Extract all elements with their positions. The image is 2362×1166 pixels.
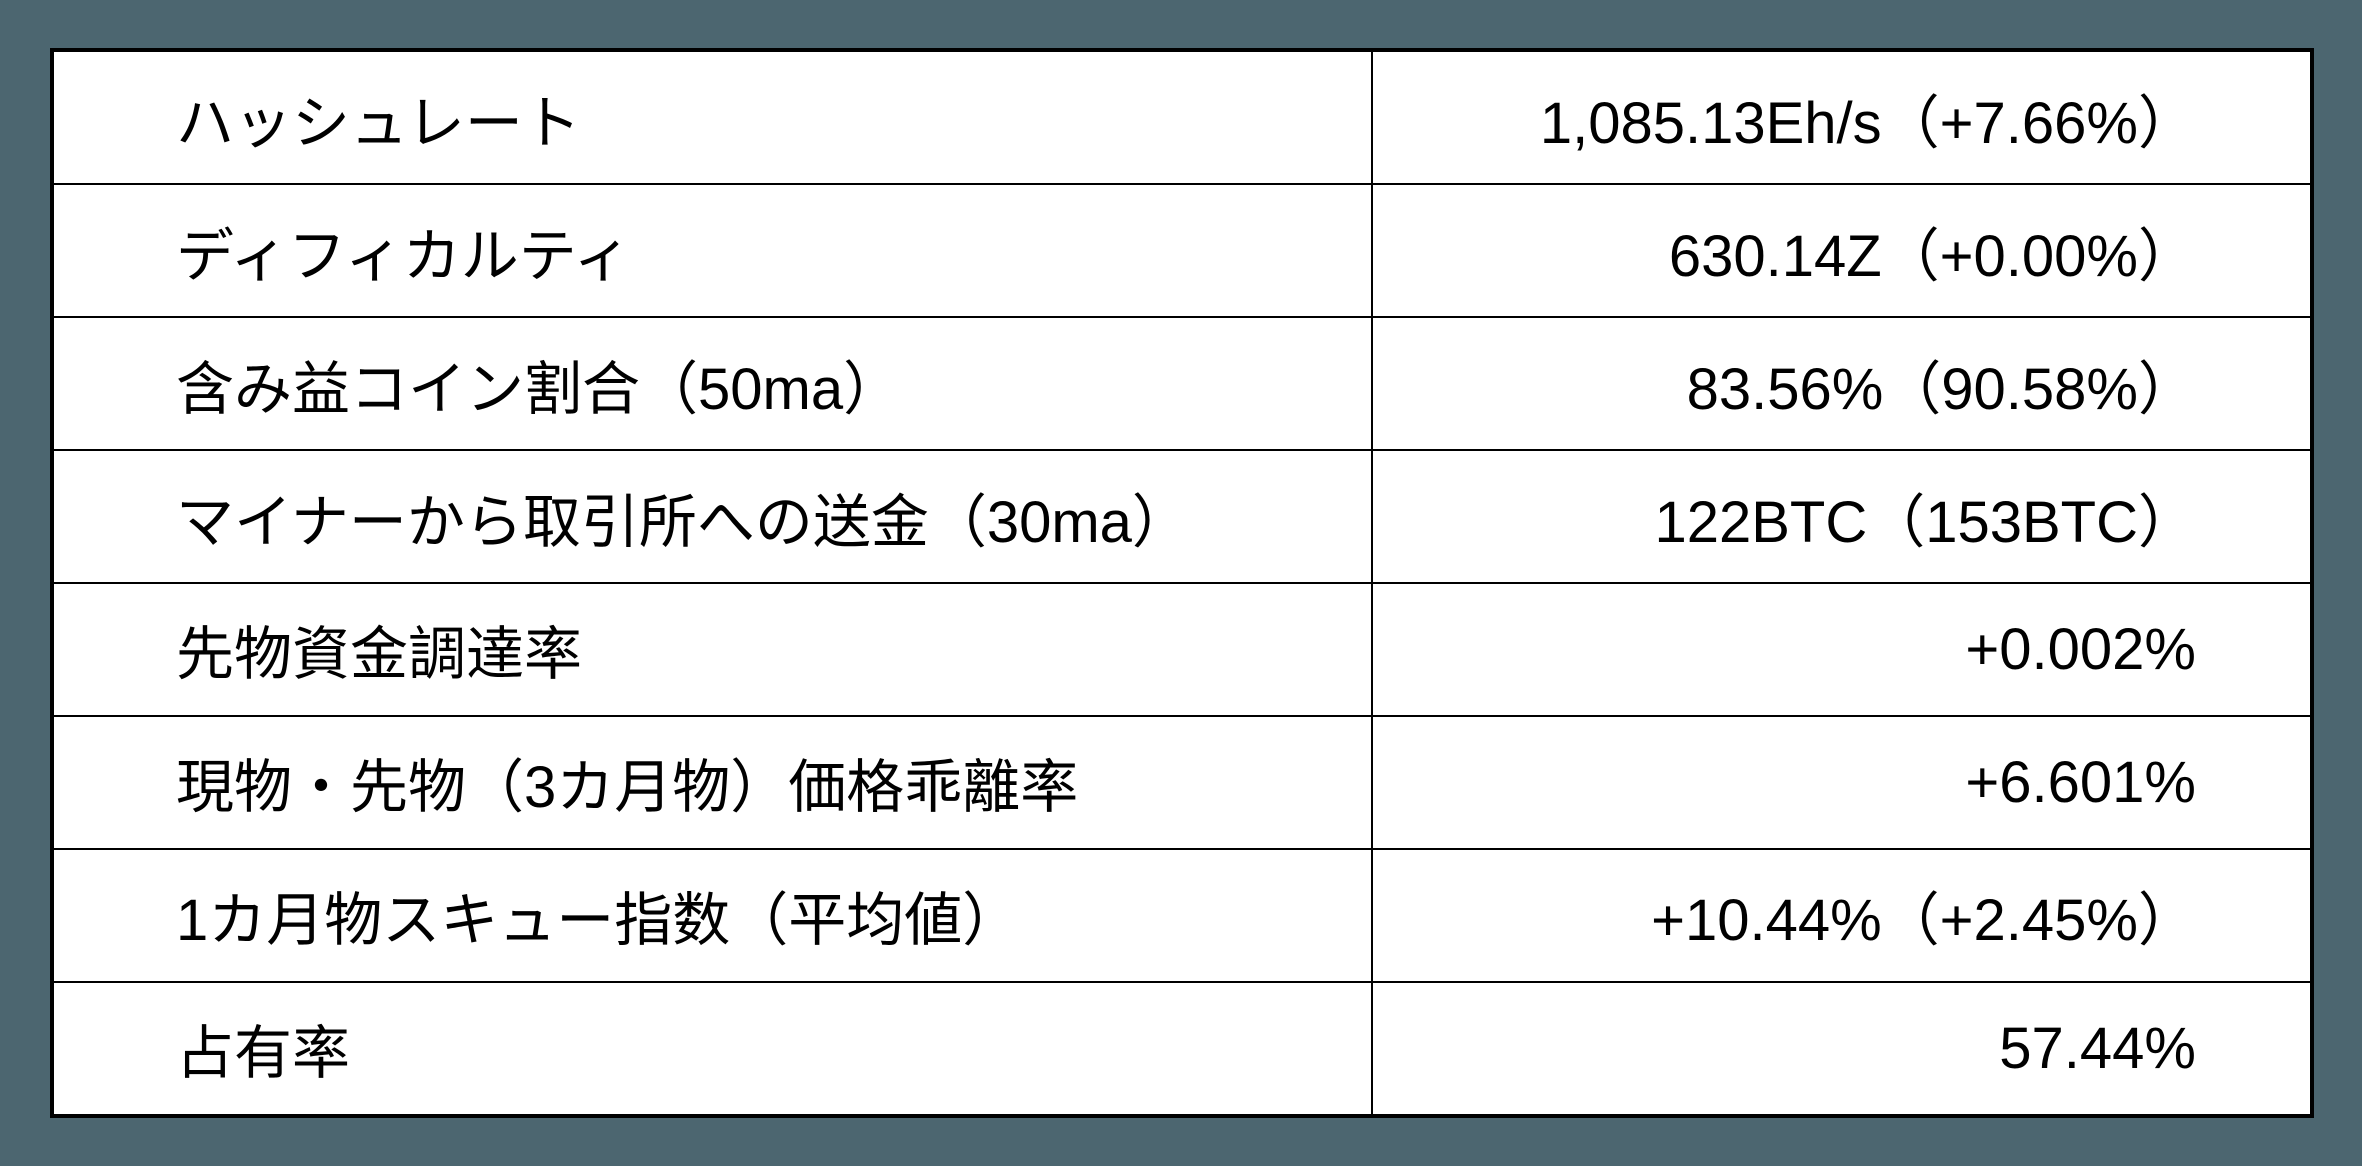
metric-value-cell: 630.14Z（+0.00%）	[1371, 183, 2313, 319]
table-row: 含み益コイン割合（50ma） 83.56%（90.58%）	[50, 316, 2313, 452]
metric-label-cell: 先物資金調達率	[50, 581, 1374, 717]
metrics-table-body: ハッシュレート 1,085.13Eh/s（+7.66%） ディフィカルティ 63…	[50, 48, 2313, 1118]
metric-label-cell: マイナーから取引所への送金（30ma）	[50, 449, 1374, 584]
metric-label-cell: 含み益コイン割合（50ma）	[50, 316, 1374, 452]
table-row: 1カ月物スキュー指数（平均値） +10.44%（+2.45%）	[50, 847, 2313, 983]
metric-value-cell: +6.601%	[1371, 714, 2313, 850]
metric-label-cell: ハッシュレート	[50, 48, 1374, 186]
metric-value-cell: 57.44%	[1371, 980, 2313, 1118]
table-row: 占有率 57.44%	[50, 980, 2313, 1118]
table-row: 現物・先物（3カ月物）価格乖離率 +6.601%	[50, 714, 2313, 850]
table-row: ハッシュレート 1,085.13Eh/s（+7.66%）	[50, 48, 2313, 186]
table-row: 先物資金調達率 +0.002%	[50, 581, 2313, 717]
metric-value-cell: +0.002%	[1371, 581, 2313, 717]
metric-value-cell: 122BTC（153BTC）	[1371, 449, 2313, 584]
metric-label-cell: 占有率	[50, 980, 1374, 1118]
metric-value-cell: +10.44%（+2.45%）	[1371, 847, 2313, 983]
table-row: マイナーから取引所への送金（30ma） 122BTC（153BTC）	[50, 449, 2313, 584]
metric-label-cell: ディフィカルティ	[50, 183, 1374, 319]
metric-label-cell: 現物・先物（3カ月物）価格乖離率	[50, 714, 1374, 850]
metrics-table: ハッシュレート 1,085.13Eh/s（+7.66%） ディフィカルティ 63…	[50, 48, 2314, 1118]
table-row: ディフィカルティ 630.14Z（+0.00%）	[50, 183, 2313, 319]
metric-value-cell: 1,085.13Eh/s（+7.66%）	[1371, 48, 2313, 186]
metric-label-cell: 1カ月物スキュー指数（平均値）	[50, 847, 1374, 983]
metric-value-cell: 83.56%（90.58%）	[1371, 316, 2313, 452]
